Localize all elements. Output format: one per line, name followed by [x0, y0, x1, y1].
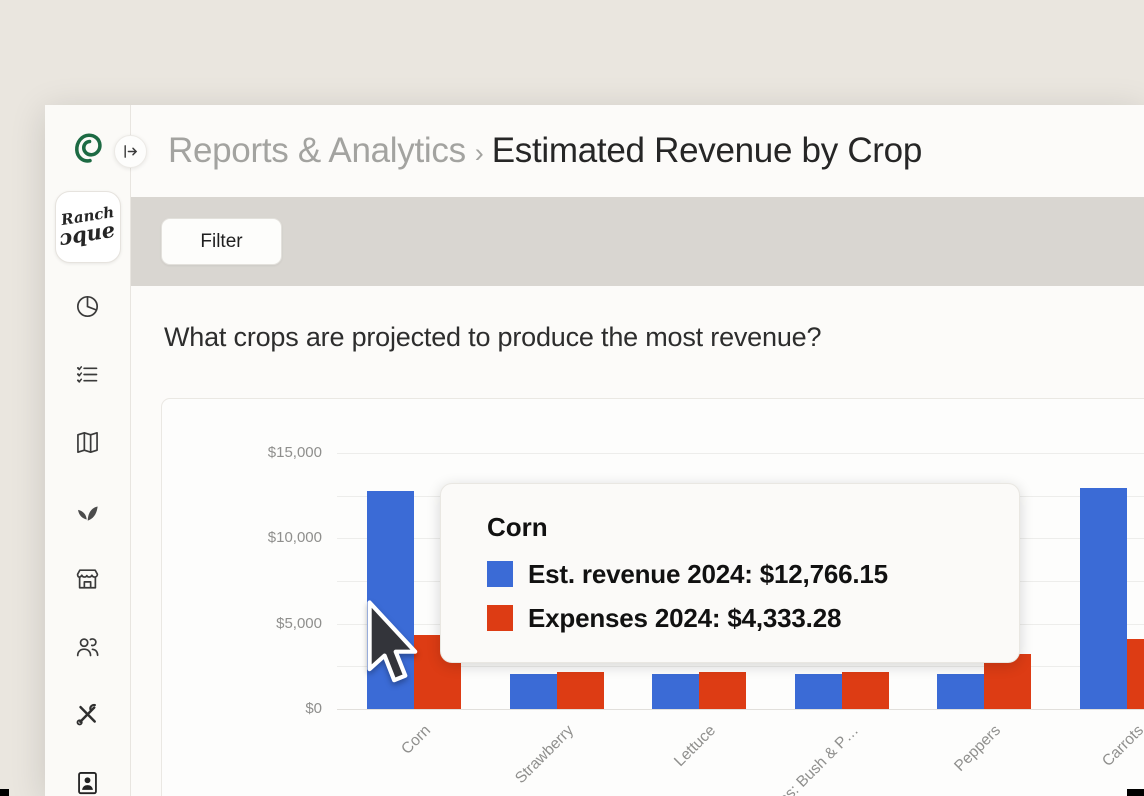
sidebar-item-customers[interactable] [74, 632, 102, 660]
mouse-cursor-icon [367, 600, 418, 683]
bar-est-revenue-2024[interactable] [937, 674, 985, 709]
chart-tooltip: Corn Est. revenue 2024: $12,766.15 Expens… [440, 483, 1020, 663]
filter-button[interactable]: Filter [161, 218, 282, 265]
bar-expenses-2024[interactable] [699, 672, 747, 709]
map-icon [77, 431, 98, 453]
bar-est-revenue-2024[interactable] [794, 674, 842, 709]
people-icon [76, 637, 99, 656]
app-content: Reports & Analytics › Estimated Revenue … [114, 105, 1144, 796]
sidebar-item-market[interactable] [74, 564, 102, 592]
y-axis-label: $15,000 [267, 444, 322, 461]
sidebar-nav [74, 292, 102, 796]
page-header: Reports & Analytics › Estimated Revenue … [114, 105, 1144, 197]
sidebar-item-crops[interactable] [74, 496, 102, 524]
tools-icon [76, 703, 96, 725]
breadcrumb-separator-icon: › [474, 138, 484, 168]
x-axis-label: Strawberry [511, 722, 577, 788]
sidebar-item-map[interactable] [74, 428, 102, 456]
sidebar-item-reports[interactable] [74, 292, 102, 320]
screen-artifact [1127, 789, 1144, 796]
legend-swatch-icon [487, 561, 513, 587]
tooltip-row-text: Expenses 2024: $4,333.28 [528, 602, 842, 633]
brand-logo[interactable] [71, 127, 105, 167]
leaf-icon [78, 505, 98, 521]
expand-sidebar-icon [124, 145, 138, 158]
sidebar-item-contacts[interactable] [74, 768, 102, 796]
filter-toolbar: Filter [131, 197, 1144, 286]
bar-expenses-2024[interactable] [556, 672, 604, 709]
sidebar-item-lists[interactable] [74, 360, 102, 388]
farm-avatar[interactable]: Ranch ɔque [54, 191, 121, 263]
y-axis-label: $0 [305, 700, 322, 717]
app-window: Ranch ɔque [45, 105, 1144, 796]
sidebar-item-tools[interactable] [74, 700, 102, 728]
tooltip-row-text: Est. revenue 2024: $12,766.15 [528, 558, 888, 589]
report-question: What crops are projected to produce the … [164, 322, 822, 352]
collapse-sidebar-button[interactable] [114, 135, 147, 168]
sidebar: Ranch ɔque [45, 105, 131, 796]
tooltip-row: Est. revenue 2024: $12,766.15 [487, 552, 989, 596]
bar-est-revenue-2024[interactable] [1080, 487, 1127, 709]
pie-chart-icon [76, 295, 99, 317]
contact-card-icon [78, 771, 97, 794]
screen-artifact [0, 789, 9, 796]
legend-swatch-icon [487, 605, 513, 631]
y-axis-label: $10,000 [267, 529, 322, 547]
y-axis-label: $5,000 [276, 614, 322, 632]
checklist-icon [76, 365, 98, 383]
bar-expenses-2024[interactable] [1127, 639, 1144, 709]
tooltip-title: Corn [487, 512, 548, 542]
tooltip-row: Expenses 2024: $4,333.28 [487, 596, 989, 640]
bar-est-revenue-2024[interactable] [509, 674, 557, 709]
x-axis-label: Corn [398, 722, 435, 758]
gridline [337, 666, 1144, 668]
breadcrumb-section[interactable]: Reports & Analytics [168, 131, 466, 170]
bar-expenses-2024[interactable] [841, 672, 889, 709]
tooltip-rows: Est. revenue 2024: $12,766.15 Expenses 20… [487, 552, 989, 640]
bar-expenses-2024[interactable] [984, 654, 1032, 709]
x-axis-label: Beans: Bush & P… [755, 722, 862, 796]
avatar-script-line2: ɔque [57, 217, 118, 251]
x-axis-label: Carrots [1099, 722, 1144, 770]
page-title: Estimated Revenue by Crop [491, 131, 923, 170]
gridline [337, 453, 1144, 454]
breadcrumb: Reports & Analytics › Estimated Revenue … [168, 131, 922, 171]
bar-est-revenue-2024[interactable] [652, 674, 700, 709]
gridline [337, 709, 1144, 710]
leaf-spiral-logo-icon [74, 133, 102, 163]
storefront-icon [76, 568, 99, 589]
